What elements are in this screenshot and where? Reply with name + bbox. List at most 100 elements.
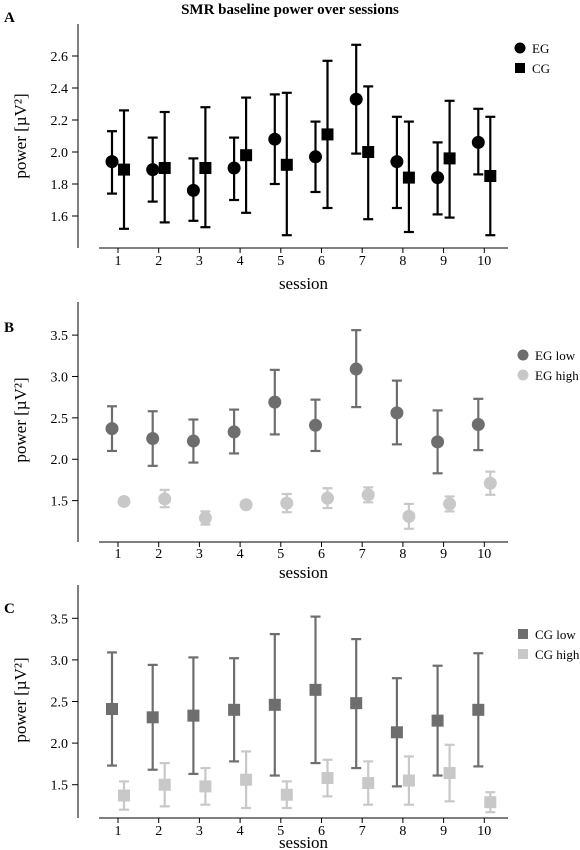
data-point — [280, 496, 294, 510]
x-tick-label: 8 — [399, 824, 406, 839]
panel-a: A 1.6 1.8 2.0 2.2 2.4 2.6 1 2 3 4 5 6 7 8 9 10 session pow… — [4, 10, 550, 293]
data-point — [362, 777, 375, 790]
x-tick-label: 7 — [359, 254, 366, 269]
data-point — [146, 432, 160, 446]
y-tick-label: 2.6 — [51, 50, 69, 65]
data-point — [158, 492, 172, 506]
data-point — [227, 425, 241, 439]
data-point — [199, 780, 212, 793]
data-point — [309, 418, 322, 432]
legend-label: EG high — [535, 368, 579, 383]
data-point — [361, 488, 375, 502]
data-point — [443, 497, 457, 511]
legend-marker — [518, 629, 528, 639]
data-point — [431, 435, 445, 449]
data-point — [390, 406, 404, 420]
data-point — [146, 163, 160, 177]
y-axis-label: power [µV²] — [11, 93, 30, 178]
data-point — [362, 146, 375, 158]
y-tick-label: 1.8 — [51, 178, 69, 193]
legend-marker — [517, 349, 529, 361]
series-cg — [118, 59, 497, 237]
x-tick-label: 4 — [237, 547, 244, 562]
data-point — [240, 773, 253, 786]
data-point — [227, 161, 241, 175]
legend-label: EG low — [535, 348, 576, 363]
legend-label: CG — [532, 61, 550, 76]
x-tick-label: 7 — [359, 547, 366, 562]
data-point — [240, 149, 253, 162]
data-point — [309, 150, 322, 164]
data-point — [146, 711, 159, 724]
data-point — [390, 726, 403, 739]
x-tick-label: 1 — [115, 824, 122, 839]
data-point — [187, 709, 200, 722]
y-tick-label: 2.0 — [51, 146, 69, 161]
y-tick-label: 2.5 — [51, 696, 69, 711]
legend: CG low CG high — [518, 627, 580, 662]
y-tick-label: 3.0 — [51, 370, 69, 385]
data-point — [186, 434, 200, 448]
data-point — [402, 509, 416, 523]
x-tick-label: 6 — [318, 824, 325, 839]
panel-b: B 1.5 2.0 2.5 3.0 3.5 1 2 3 4 5 6 7 8 9 10 session power … — [4, 302, 579, 582]
legend-label: CG low — [535, 627, 576, 642]
data-point — [239, 498, 253, 512]
data-point — [268, 395, 282, 409]
legend-marker — [518, 649, 528, 659]
x-tick-label: 4 — [237, 254, 244, 269]
y-tick-label: 2.4 — [51, 82, 69, 97]
data-point — [106, 702, 118, 715]
data-point — [199, 162, 212, 174]
data-point — [471, 417, 485, 431]
x-tick-label: 8 — [399, 547, 406, 562]
legend-label: EG — [532, 41, 549, 56]
x-tick-label: 5 — [277, 547, 284, 562]
data-point — [321, 772, 334, 785]
y-tick-label: 2.5 — [51, 412, 69, 427]
x-tick-label: 6 — [318, 547, 325, 562]
data-point — [158, 778, 171, 791]
data-point — [268, 698, 281, 711]
legend-marker — [515, 63, 525, 73]
data-point — [198, 511, 212, 525]
data-point — [349, 92, 363, 106]
panel-c: C 1.5 2.0 2.5 3.0 3.5 1 2 3 4 5 6 7 8 9 10 session power … — [4, 585, 580, 850]
data-point — [484, 796, 497, 809]
x-tick-label: 10 — [477, 254, 491, 269]
x-tick-label: 10 — [477, 547, 491, 562]
data-point — [443, 152, 456, 165]
panel-label: A — [4, 10, 15, 26]
panel-label: C — [4, 601, 15, 617]
figure-title: SMR baseline power over sessions — [181, 2, 399, 18]
y-tick-label: 3.0 — [51, 654, 69, 669]
x-axis-label: session — [279, 563, 329, 582]
y-tick-label: 1.5 — [51, 779, 69, 794]
x-tick-label: 9 — [440, 824, 447, 839]
data-point — [105, 155, 119, 169]
data-point — [309, 683, 322, 696]
x-tick-label: 7 — [359, 824, 366, 839]
legend-marker — [514, 42, 526, 54]
y-tick-label: 2.2 — [51, 114, 69, 129]
x-tick-label: 2 — [155, 824, 162, 839]
data-point — [117, 494, 131, 508]
data-point — [431, 171, 445, 185]
data-point — [321, 128, 334, 141]
y-tick-label: 3.5 — [51, 329, 69, 344]
x-axis-label: session — [279, 274, 329, 293]
data-point — [228, 703, 241, 716]
y-axis-label: power [µV²] — [11, 377, 30, 462]
series-cg-high — [118, 743, 497, 814]
series-eg-high — [117, 470, 497, 530]
legend: EG CG — [514, 41, 550, 76]
y-tick-label: 3.5 — [51, 612, 69, 627]
data-point — [443, 767, 456, 780]
x-tick-label: 10 — [477, 824, 491, 839]
data-point — [158, 162, 171, 174]
data-point — [431, 714, 444, 727]
data-point — [186, 183, 200, 197]
data-point — [321, 491, 334, 505]
x-tick-label: 3 — [196, 547, 203, 562]
